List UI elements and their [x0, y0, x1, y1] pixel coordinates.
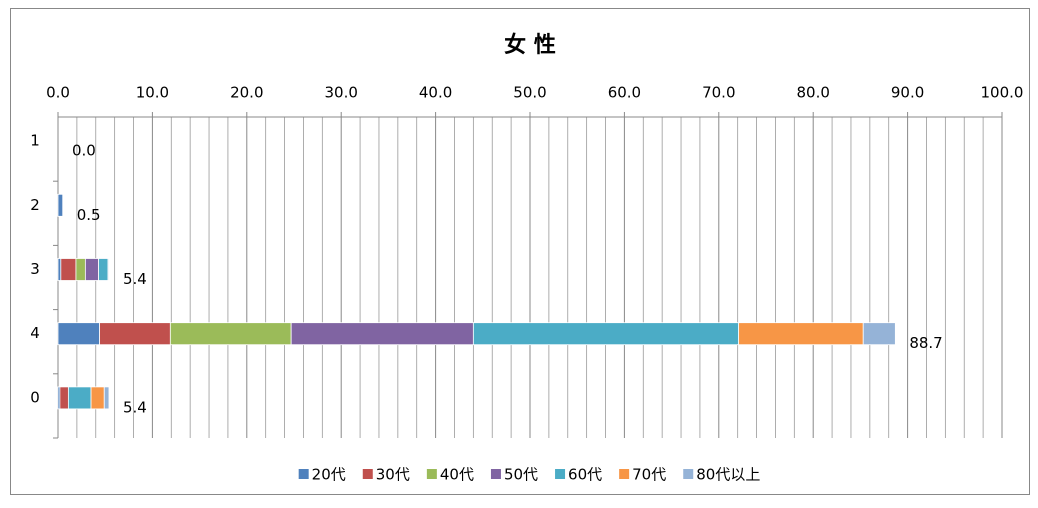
- bar-segment: [862, 322, 896, 346]
- y-tick-label: 0: [30, 388, 40, 406]
- x-tick-label: 80.0: [796, 84, 829, 102]
- x-tick-label: 60.0: [608, 84, 641, 102]
- x-tick-label: 100.0: [981, 84, 1024, 102]
- bar-segment: [99, 322, 171, 346]
- bar-segment: [67, 386, 92, 410]
- chart-frame: [10, 8, 1030, 495]
- legend-label: 70代: [632, 466, 666, 484]
- legend-swatch: [683, 469, 694, 479]
- y-tick-label: 1: [30, 132, 40, 150]
- bar-segment: [57, 322, 100, 346]
- legend-swatch: [490, 469, 501, 479]
- y-tick-label: 2: [30, 196, 40, 214]
- y-tick-label: 4: [30, 324, 40, 342]
- legend-swatch: [362, 469, 373, 479]
- legend-swatch: [426, 469, 437, 479]
- total-label: 5.4: [123, 398, 147, 416]
- total-label: 5.4: [123, 270, 147, 288]
- bar-segment: [60, 258, 77, 281]
- legend-label: 40代: [440, 466, 474, 484]
- x-tick-label: 40.0: [419, 84, 452, 102]
- bar-segment: [57, 193, 64, 217]
- x-tick-label: 50.0: [513, 84, 546, 102]
- bar-segment: [57, 258, 62, 281]
- bar-segment: [103, 386, 110, 410]
- legend-label: 30代: [376, 466, 410, 484]
- bar-segment: [90, 386, 105, 410]
- x-tick-label: 0.0: [46, 84, 70, 102]
- bar-segment: [98, 258, 109, 281]
- bar-segment: [169, 322, 292, 346]
- y-tick-label: 3: [30, 260, 40, 278]
- x-tick-label: 90.0: [891, 84, 924, 102]
- total-label: 0.5: [77, 206, 101, 224]
- bar-segment: [107, 258, 110, 281]
- legend-swatch: [298, 469, 309, 479]
- bar-segment: [75, 258, 86, 281]
- legend-label: 50代: [504, 466, 538, 484]
- bar-segment: [472, 322, 740, 346]
- bar-segment: [84, 258, 99, 281]
- legend-swatch: [555, 469, 566, 479]
- legend-label: 20代: [312, 466, 346, 484]
- total-label: 88.7: [909, 334, 942, 352]
- legend-label: 80代以上: [696, 466, 760, 484]
- x-tick-label: 10.0: [136, 84, 169, 102]
- bar-segment: [290, 322, 474, 346]
- chart-title: 女 性: [504, 32, 556, 58]
- total-label: 0.0: [72, 142, 96, 160]
- bar-segment: [738, 322, 864, 346]
- x-tick-label: 70.0: [702, 84, 735, 102]
- legend-swatch: [619, 469, 630, 479]
- x-tick-label: 20.0: [230, 84, 263, 102]
- bar-segment: [59, 386, 69, 410]
- legend-label: 60代: [568, 466, 602, 484]
- x-tick-label: 30.0: [324, 84, 357, 102]
